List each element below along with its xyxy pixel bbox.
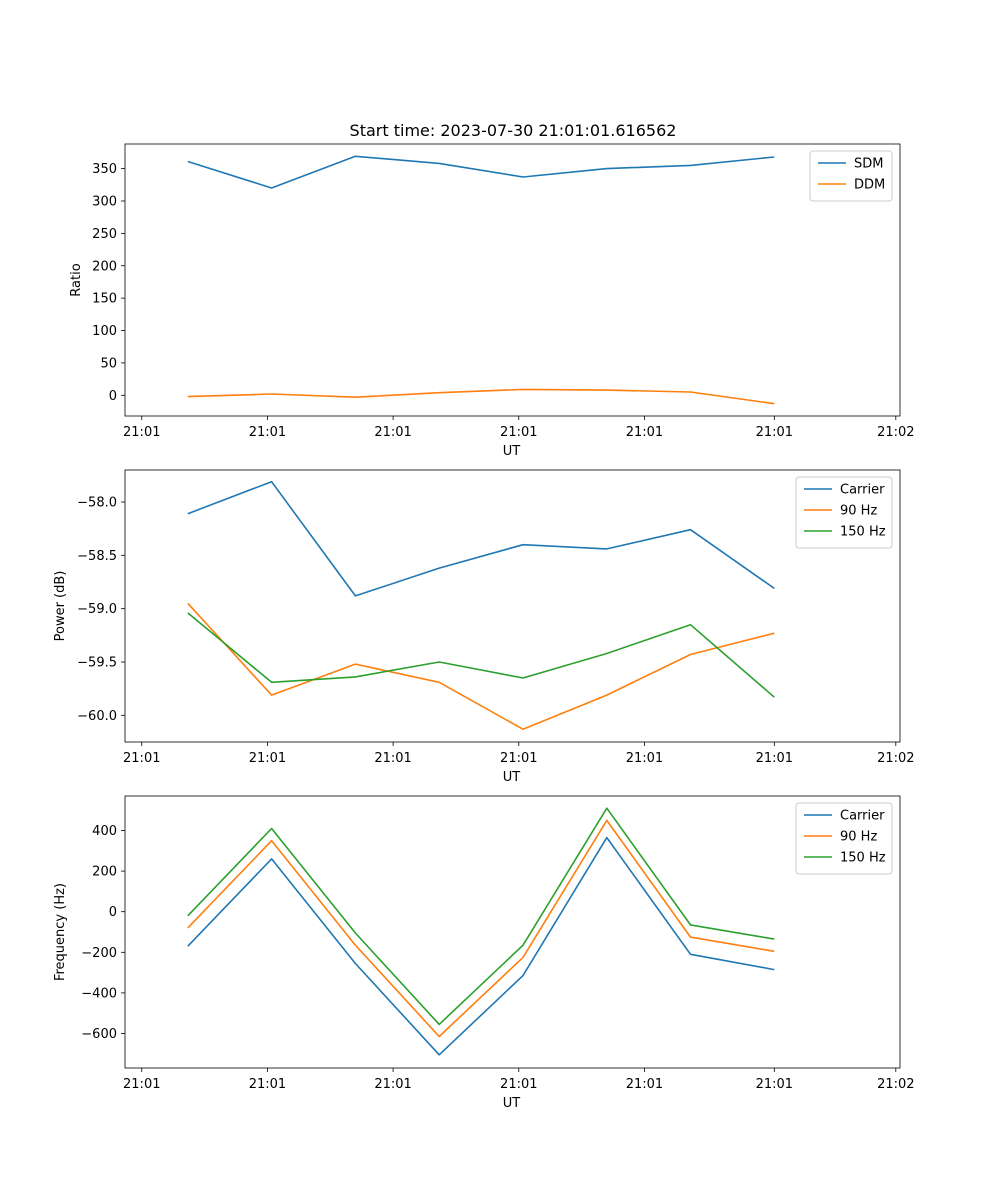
x-tick-label: 21:01 [756,1077,793,1092]
series-line-carrier [187,836,775,1056]
y-tick-label: −58.5 [77,549,117,564]
series-line-90-hz [187,819,775,1038]
y-tick-label: 200 [92,259,117,274]
x-tick-label: 21:01 [500,1077,537,1092]
ratio-panel: 0 50 100 150 200 250 300 350 21:01 21:01 21:01 21:0… [69,143,915,459]
plot-frame [124,795,901,1069]
legend-label: Carrier [840,809,885,824]
legend-label: DDM [854,178,885,193]
plot-frame [124,469,901,743]
y-tick-label: −400 [81,986,117,1001]
x-tick-label: 21:02 [877,1077,914,1092]
y-tick-label: 50 [100,356,117,371]
x-tick-label: 21:01 [626,425,663,440]
y-tick-label: −600 [81,1027,117,1042]
frequency-panel: −600 −400 −200 0 200 400 21:01 21:01 21:01 21:01 2… [53,795,915,1111]
y-axis-label: Power (dB) [53,571,68,642]
x-axis-label: UT [503,770,521,785]
x-tick-label: 21:01 [374,1077,411,1092]
series-line-ddm [187,388,775,405]
legend: Carrier 90 Hz 150 Hz [795,802,893,875]
y-tick-label: 300 [92,194,117,209]
x-tick-label: 21:01 [500,751,537,766]
x-tick-label: 21:02 [877,425,914,440]
y-tick-label: −200 [81,946,117,961]
y-axis-label: Ratio [69,263,84,296]
plot-frame [124,143,901,417]
y-tick-label: 0 [109,905,117,920]
y-axis-label: Frequency (Hz) [53,883,68,981]
x-tick-label: 21:01 [500,425,537,440]
legend-label: 90 Hz [840,830,877,845]
y-tick-label: 0 [109,389,117,404]
x-tick-label: 21:01 [756,425,793,440]
x-axis-label: UT [503,1096,521,1111]
y-tick-label: 350 [92,162,117,177]
x-tick-label: 21:01 [249,1077,286,1092]
legend: SDM DDM [809,150,893,202]
chart-title: Start time: 2023-07-30 21:01:01.616562 [350,121,677,140]
y-tick-label: 250 [92,227,117,242]
y-tick-label: −60.0 [77,709,117,724]
y-tick-label: 400 [92,824,117,839]
legend-label: 150 Hz [840,525,886,540]
x-tick-label: 21:01 [756,751,793,766]
x-axis-label: UT [503,444,521,459]
y-tick-label: −58.0 [77,496,117,511]
series-line-150-hz [187,807,775,1026]
x-tick-label: 21:01 [374,425,411,440]
power-panel: −60.0 −59.5 −59.0 −58.5 −58.0 21:01 21:01 21:01… [53,469,915,785]
legend: Carrier 90 Hz 150 Hz [795,476,893,549]
series-line-carrier [187,480,775,597]
x-tick-label: 21:01 [249,751,286,766]
x-tick-label: 21:01 [374,751,411,766]
x-tick-label: 21:01 [123,1077,160,1092]
legend-label: 150 Hz [840,851,886,866]
y-tick-label: 200 [92,865,117,880]
series-line-sdm [187,155,775,189]
legend-label: SDM [854,157,883,172]
series-line-90-hz [187,602,775,731]
x-tick-label: 21:01 [123,751,160,766]
y-tick-label: −59.5 [77,656,117,671]
y-tick-label: −59.0 [77,602,117,617]
x-tick-label: 21:02 [877,751,914,766]
y-tick-label: 100 [92,324,117,339]
x-tick-label: 21:01 [626,1077,663,1092]
legend-label: 90 Hz [840,504,877,519]
x-tick-label: 21:01 [123,425,160,440]
y-tick-label: 150 [92,292,117,307]
legend-label: Carrier [840,483,885,498]
series-line-150-hz [187,612,775,698]
x-tick-label: 21:01 [249,425,286,440]
x-tick-label: 21:01 [626,751,663,766]
